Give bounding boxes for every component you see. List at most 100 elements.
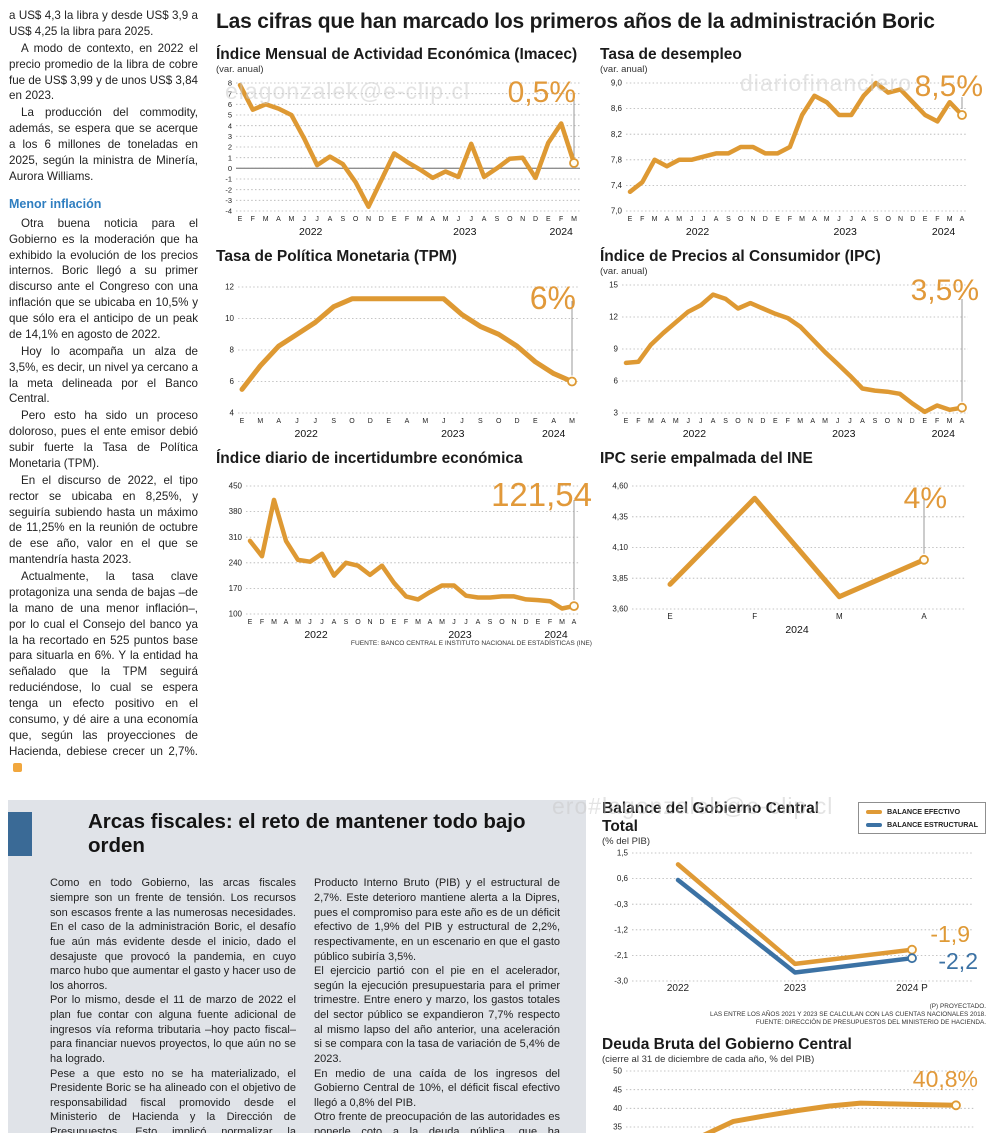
- svg-text:2023: 2023: [441, 428, 465, 439]
- arcas-paragraph: Por lo mismo, desde el 11 de marzo de 20…: [50, 994, 296, 1065]
- svg-text:M: M: [415, 619, 421, 626]
- svg-text:3: 3: [614, 408, 619, 417]
- svg-text:M: M: [559, 619, 565, 626]
- svg-text:7,8: 7,8: [611, 155, 623, 164]
- arcas-paragraph: Pese a que esto no se ha materializado, …: [50, 1067, 296, 1133]
- svg-text:3,85: 3,85: [612, 574, 628, 583]
- svg-text:8,2: 8,2: [611, 130, 623, 139]
- arcas-paragraph: Producto Interno Bruto (PIB) y el estruc…: [314, 877, 560, 963]
- svg-text:O: O: [738, 216, 744, 223]
- svg-text:F: F: [559, 216, 563, 223]
- svg-text:A: A: [276, 216, 281, 223]
- arcas-paragraph: El ejercicio partió con el pie en el ace…: [314, 965, 560, 1065]
- svg-text:J: J: [302, 216, 306, 223]
- svg-text:2: 2: [228, 142, 232, 151]
- chart-ipc-empalmada: IPC serie empalmada del INE 4% 4,60 4,35 4…: [600, 450, 985, 648]
- svg-text:O: O: [496, 418, 502, 425]
- svg-text:E: E: [240, 418, 245, 425]
- svg-text:2022: 2022: [299, 226, 323, 237]
- svg-text:S: S: [726, 216, 731, 223]
- svg-text:J: J: [320, 619, 324, 626]
- svg-text:D: D: [514, 418, 519, 425]
- desempleo-value-label: 8,5%: [914, 70, 983, 103]
- svg-text:1,5: 1,5: [617, 849, 629, 858]
- chart-title: Índice de Precios al Consumidor (IPC): [600, 247, 881, 265]
- svg-text:J: J: [314, 418, 318, 425]
- article-paragraph: Actualmente, la tasa clave protagoniza u…: [9, 569, 198, 775]
- chart-title: IPC serie empalmada del INE: [600, 449, 813, 467]
- svg-text:S: S: [331, 418, 336, 425]
- imacec-line-plot: 8 7 6 5 4 3 2 1 0 -1 -2 -3 -4 E F M A M J J A S O N D E F M A M J J A S O N…: [216, 77, 592, 237]
- svg-text:O: O: [349, 418, 355, 425]
- svg-text:A: A: [476, 619, 481, 626]
- fiscal-charts: Balance del Gobierno Central Total (% de…: [586, 800, 988, 1133]
- svg-text:380: 380: [229, 508, 243, 517]
- balance-titles: Balance del Gobierno Central Total (% de…: [602, 800, 858, 847]
- footnote: (P) PROYECTADO.: [929, 1003, 986, 1010]
- svg-text:E: E: [392, 216, 397, 223]
- svg-text:J: J: [850, 216, 854, 223]
- svg-text:S: S: [344, 619, 349, 626]
- svg-text:M: M: [295, 619, 301, 626]
- deuda-value-label: 40,8%: [912, 1066, 978, 1092]
- balance-header: Balance del Gobierno Central Total (% de…: [602, 800, 988, 847]
- svg-text:O: O: [507, 216, 513, 223]
- svg-text:8: 8: [228, 78, 232, 87]
- svg-text:-0,3: -0,3: [614, 900, 628, 909]
- svg-text:F: F: [935, 418, 939, 425]
- svg-text:M: M: [271, 619, 277, 626]
- svg-text:A: A: [551, 418, 556, 425]
- svg-text:2022: 2022: [683, 428, 707, 439]
- svg-text:2023: 2023: [784, 983, 807, 994]
- svg-text:S: S: [340, 216, 345, 223]
- svg-text:12: 12: [225, 282, 234, 291]
- chart-title: Tasa de desempleo: [600, 46, 742, 63]
- svg-text:A: A: [921, 612, 927, 621]
- svg-text:J: J: [837, 216, 841, 223]
- arcas-paragraph: Otro frente de preocupación de las autor…: [314, 1111, 560, 1133]
- svg-text:A: A: [332, 619, 337, 626]
- svg-text:J: J: [699, 418, 703, 425]
- svg-text:E: E: [624, 418, 629, 425]
- svg-text:J: J: [686, 418, 690, 425]
- svg-text:D: D: [379, 216, 384, 223]
- footnote: LAS ENTRE LOS AÑOS 2021 Y 2023 SE CALCUL…: [710, 1011, 986, 1018]
- svg-text:D: D: [760, 418, 765, 425]
- svg-text:M: M: [443, 216, 449, 223]
- svg-text:2022: 2022: [295, 428, 319, 439]
- incertidumbre-line-plot: 450 380 310 240 170 100 E F M A M J J A S O N D E F M A M J J A S O…: [216, 480, 592, 640]
- svg-text:40: 40: [613, 1104, 622, 1113]
- svg-text:J: J: [460, 418, 464, 425]
- svg-text:E: E: [533, 418, 538, 425]
- chart-title: Balance del Gobierno Central Total: [602, 800, 820, 836]
- svg-text:310: 310: [229, 533, 243, 542]
- legend-item: BALANCE EFECTIVO: [865, 807, 978, 816]
- svg-text:N: N: [520, 216, 525, 223]
- svg-text:8: 8: [230, 345, 235, 354]
- svg-text:F: F: [636, 418, 640, 425]
- svg-text:O: O: [355, 619, 361, 626]
- article-paragraph: a US$ 4,3 la libra y desde US$ 3,9 a US$…: [9, 9, 198, 38]
- page-title: Las cifras que han marcado los primeros …: [216, 10, 935, 33]
- article-paragraph: En el discurso de 2022, el tipo rector s…: [9, 473, 198, 567]
- svg-text:A: A: [665, 216, 670, 223]
- svg-text:J: J: [690, 216, 694, 223]
- svg-text:O: O: [353, 216, 359, 223]
- arcas-title: Arcas fiscales: el reto de mantener todo…: [88, 810, 526, 858]
- deuda-line-plot: 5045403530252020182019202020212022202320…: [602, 1065, 988, 1133]
- svg-text:A: A: [810, 418, 815, 425]
- svg-text:6: 6: [614, 376, 619, 385]
- svg-text:-1: -1: [225, 174, 232, 183]
- svg-text:5: 5: [228, 110, 232, 119]
- arcas-paragraph: Como en todo Gobierno, las arcas fiscale…: [50, 877, 296, 992]
- svg-text:E: E: [775, 216, 780, 223]
- svg-text:S: S: [723, 418, 728, 425]
- svg-text:F: F: [405, 216, 409, 223]
- chart-subtitle: (var. anual): [600, 63, 648, 75]
- svg-text:N: N: [897, 418, 902, 425]
- svg-text:M: M: [571, 216, 577, 223]
- svg-text:-2,1: -2,1: [614, 951, 628, 960]
- svg-text:J: J: [442, 418, 446, 425]
- svg-text:E: E: [392, 619, 397, 626]
